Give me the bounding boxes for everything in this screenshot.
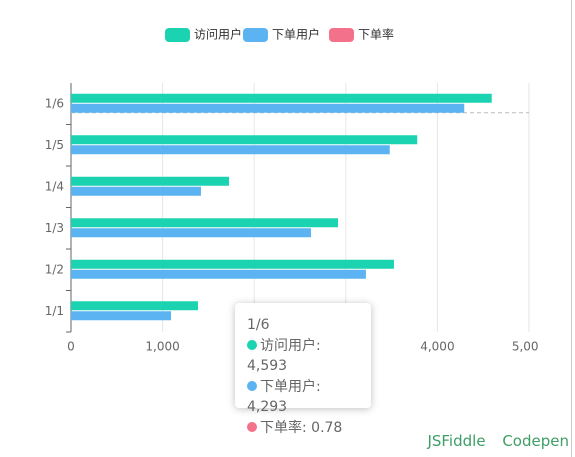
tooltip-title: 1/6 bbox=[247, 317, 270, 333]
bar bbox=[71, 228, 311, 238]
bar bbox=[71, 93, 492, 103]
link[interactable]: JSFiddle bbox=[427, 432, 486, 450]
legend-swatch bbox=[165, 28, 190, 42]
bar bbox=[71, 269, 366, 279]
legend-label: 下单率 bbox=[358, 27, 394, 42]
x-tick-label: 5,000 bbox=[512, 340, 538, 354]
bar bbox=[71, 103, 465, 113]
legend-swatch bbox=[243, 28, 268, 42]
tooltip-name: 下单率 bbox=[260, 420, 311, 436]
y-tick-label: 1/1 bbox=[45, 304, 64, 318]
bar bbox=[71, 259, 394, 269]
x-tick-label: 4,000 bbox=[420, 340, 454, 354]
bar bbox=[71, 145, 390, 155]
edge bbox=[571, 0, 572, 457]
y-tick-label: 1/3 bbox=[45, 221, 64, 235]
tooltip-value: 4,593 bbox=[247, 358, 288, 374]
tooltip-name: 下单用户 bbox=[260, 379, 321, 395]
links: JSFiddle Codepen bbox=[415, 432, 569, 450]
tooltip-value: 4,293 bbox=[247, 399, 288, 415]
bar bbox=[71, 218, 339, 228]
tooltip-dot bbox=[247, 380, 257, 391]
legend-label: 访问用户 bbox=[194, 27, 242, 42]
x-tick-label: 0 bbox=[67, 340, 75, 354]
bar bbox=[71, 311, 172, 321]
tooltip-dot bbox=[247, 339, 257, 350]
y-tick-label: 1/6 bbox=[45, 96, 64, 110]
tooltip-row: 访问用户 4,593 bbox=[247, 336, 359, 377]
legend-swatch bbox=[329, 28, 354, 42]
bar bbox=[71, 186, 201, 196]
tooltip-dot bbox=[247, 421, 257, 432]
link[interactable]: Codepen bbox=[502, 432, 569, 450]
x-tick-label: 1,000 bbox=[145, 340, 179, 354]
chart: 访问用户下单用户下单率01,0002,0003,0004,0005,0001/1… bbox=[45, 27, 546, 354]
y-tick-label: 1/2 bbox=[45, 262, 64, 276]
bar bbox=[71, 135, 418, 145]
y-tick-label: 1/5 bbox=[45, 138, 64, 152]
bar bbox=[71, 301, 198, 311]
tooltip-name: 访问用户 bbox=[260, 338, 321, 354]
tooltip-row: 下单用户 4,293 bbox=[247, 377, 359, 418]
tooltip-value: 0.78 bbox=[311, 419, 343, 436]
y-tick-label: 1/4 bbox=[45, 179, 64, 193]
bar bbox=[71, 176, 230, 186]
legend-label: 下单用户 bbox=[272, 27, 320, 42]
